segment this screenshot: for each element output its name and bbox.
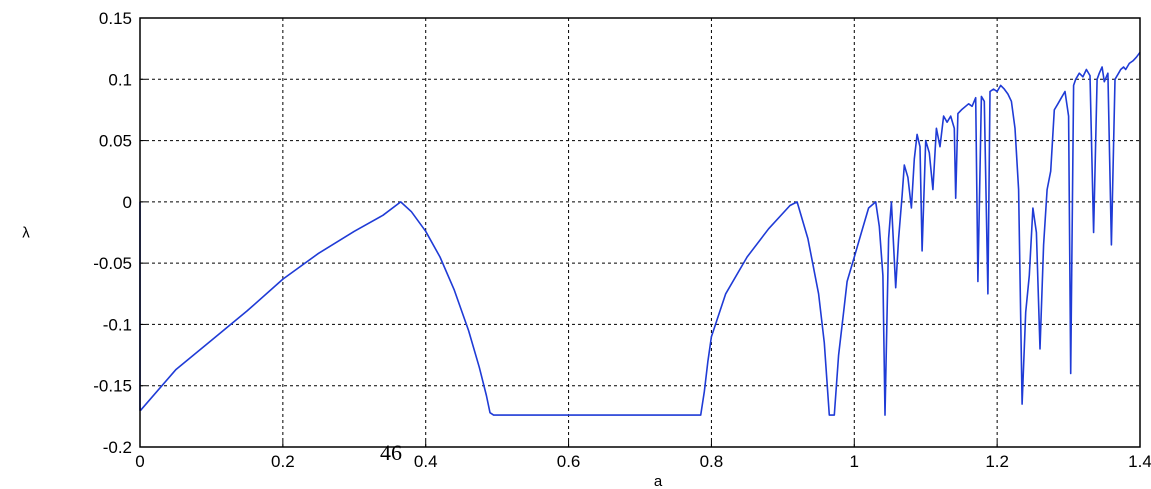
x-tick-label: 0.2 (271, 452, 295, 471)
x-axis-label: a (654, 473, 663, 489)
y-tick-label: 0.15 (99, 9, 132, 28)
x-tick-label: 1.2 (985, 452, 1009, 471)
y-tick-label: -0.05 (93, 254, 132, 273)
y-tick-label: -0.15 (93, 377, 132, 396)
x-tick-label: 0.4 (414, 452, 438, 471)
y-tick-label: -0.2 (103, 438, 132, 457)
series-layer (139, 51, 1141, 416)
y-tick-label: -0.1 (103, 315, 132, 334)
x-tick-label: 0 (135, 452, 144, 471)
x-axis-ticks: 0 0.2 0.4 0.6 0.8 1 1.2 1.4 (135, 441, 1151, 471)
x-tick-label: 1 (850, 452, 859, 471)
x-tick-label: 1.4 (1128, 452, 1151, 471)
grid-lines (140, 18, 1140, 447)
y-tick-label: 0.1 (108, 70, 132, 89)
y-axis-label: λ (22, 225, 30, 242)
series-line-0 (139, 51, 1141, 416)
page-number: 46 (380, 440, 402, 465)
x-tick-label: 0.8 (700, 452, 724, 471)
y-tick-label: 0.05 (99, 132, 132, 151)
x-tick-label: 0.6 (557, 452, 581, 471)
plot-frame (139, 17, 1141, 448)
y-axis-ticks: 0.15 0.1 0.05 0 -0.05 -0.1 -0.15 -0.2 (93, 9, 146, 457)
y-tick-label: 0 (123, 193, 132, 212)
